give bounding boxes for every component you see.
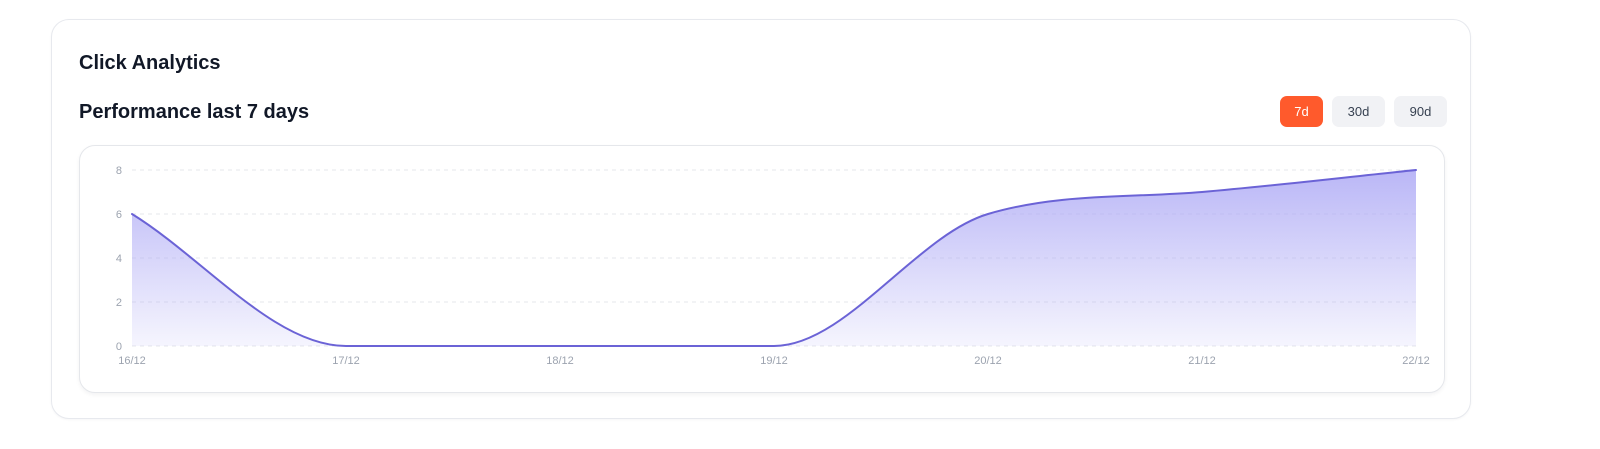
y-tick-label: 8 <box>116 165 122 177</box>
range-30d-button[interactable]: 30d <box>1332 96 1385 127</box>
data-point-20-12[interactable] <box>985 211 991 217</box>
range-90d-button[interactable]: 90d <box>1394 96 1447 127</box>
data-point-21-12[interactable] <box>1199 189 1205 195</box>
card-title: Click Analytics <box>79 52 221 74</box>
data-point-19-12[interactable] <box>771 343 777 349</box>
y-tick-label: 0 <box>116 341 122 353</box>
tick-labels: 0 2 4 6 8 16/12 17/12 18/12 19/12 20/12 21/12 22/12 <box>116 165 1430 367</box>
y-tick-label: 4 <box>116 253 122 265</box>
x-tick-label: 20/12 <box>974 355 1002 367</box>
x-tick-label: 17/12 <box>332 355 360 367</box>
series-line <box>129 167 1419 349</box>
x-tick-label: 19/12 <box>760 355 788 367</box>
area-fill <box>132 170 1416 346</box>
series-area <box>132 170 1416 346</box>
x-tick-label: 18/12 <box>546 355 574 367</box>
x-tick-label: 16/12 <box>118 355 146 367</box>
data-point-22-12[interactable] <box>1413 167 1419 173</box>
area-chart: 0 2 4 6 8 16/12 17/12 18/12 19/12 20/12 21/12 22/12 <box>116 165 1430 367</box>
chart-container: 0 2 4 6 8 16/12 17/12 18/12 19/12 20/12 21/12 22/12 <box>79 145 1445 393</box>
x-tick-label: 22/12 <box>1402 355 1430 367</box>
y-tick-label: 6 <box>116 209 122 221</box>
click-analytics-card: Click Analytics Performance last 7 days … <box>51 19 1471 419</box>
section-title: Performance last 7 days <box>79 101 310 123</box>
data-point-17-12[interactable] <box>343 343 349 349</box>
data-point-16-12[interactable] <box>129 211 135 217</box>
range-7d-button[interactable]: 7d <box>1280 96 1323 127</box>
range-selector: 7d 30d 90d <box>1280 96 1447 127</box>
y-tick-label: 2 <box>116 297 122 309</box>
series-line-path <box>131 169 1417 348</box>
data-point-18-12[interactable] <box>557 343 563 349</box>
x-tick-label: 21/12 <box>1188 355 1216 367</box>
